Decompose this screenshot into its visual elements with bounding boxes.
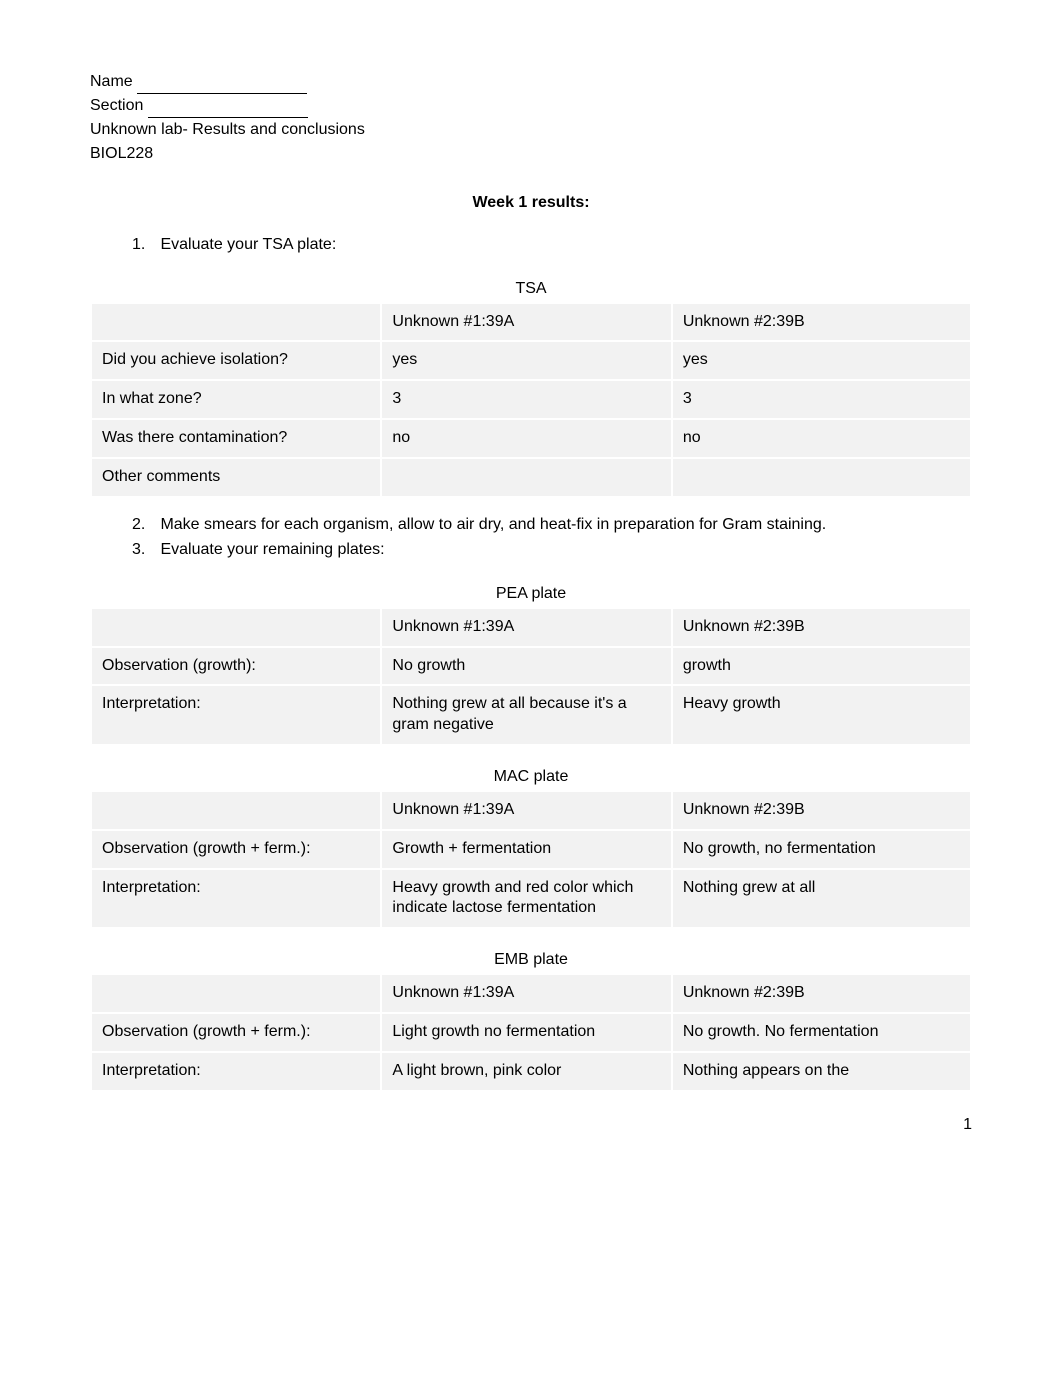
pea-r0-b: growth xyxy=(673,648,970,685)
tsa-title: TSA xyxy=(90,280,972,298)
emb-col-b: Unknown #2:39B xyxy=(673,975,970,1012)
table-row: Unknown #1:39A Unknown #2:39B xyxy=(92,304,970,341)
item-3-text: Evaluate your remaining plates: xyxy=(160,541,384,558)
tsa-r0-label: Did you achieve isolation? xyxy=(92,342,380,379)
week-title: Week 1 results: xyxy=(90,194,972,212)
emb-r1-label: Interpretation: xyxy=(92,1053,380,1090)
emb-r1-b: Nothing appears on the xyxy=(673,1053,970,1090)
table-row: Interpretation: Heavy growth and red col… xyxy=(92,870,970,928)
mac-col-b: Unknown #2:39B xyxy=(673,792,970,829)
table-row: Unknown #1:39A Unknown #2:39B xyxy=(92,975,970,1012)
pea-col-b: Unknown #2:39B xyxy=(673,609,970,646)
emb-r0-label: Observation (growth + ferm.): xyxy=(92,1014,380,1051)
table-row: Unknown #1:39A Unknown #2:39B xyxy=(92,609,970,646)
item-1: 1. Evaluate your TSA plate: xyxy=(132,232,972,258)
tsa-r3-a xyxy=(382,459,670,496)
table-row: Observation (growth + ferm.): Light grow… xyxy=(92,1014,970,1051)
pea-r1-label: Interpretation: xyxy=(92,686,380,744)
mac-r1-a: Heavy growth and red color which indicat… xyxy=(382,870,670,928)
mac-r0-b: No growth, no fermentation xyxy=(673,831,970,868)
item-2: 2. Make smears for each organism, allow … xyxy=(132,512,972,538)
table-row: Other comments xyxy=(92,459,970,496)
course-code: BIOL228 xyxy=(90,142,972,166)
tsa-r0-a: yes xyxy=(382,342,670,379)
table-row: Unknown #1:39A Unknown #2:39B xyxy=(92,792,970,829)
tsa-col-b: Unknown #2:39B xyxy=(673,304,970,341)
table-row: Interpretation: Nothing grew at all beca… xyxy=(92,686,970,744)
item-3-num: 3. xyxy=(132,537,156,563)
pea-table: Unknown #1:39A Unknown #2:39B Observatio… xyxy=(90,607,972,746)
item-1-text: Evaluate your TSA plate: xyxy=(160,236,336,253)
item-2-text: Make smears for each organism, allow to … xyxy=(160,516,826,533)
mac-title: MAC plate xyxy=(90,768,972,786)
page-container: Name Section Unknown lab- Results and co… xyxy=(0,0,1062,1174)
table-row: Was there contamination? no no xyxy=(92,420,970,457)
table-row: Observation (growth): No growth growth xyxy=(92,648,970,685)
mac-r0-label: Observation (growth + ferm.): xyxy=(92,831,380,868)
tsa-r3-label: Other comments xyxy=(92,459,380,496)
name-label: Name xyxy=(90,73,133,90)
name-line: Name xyxy=(90,70,972,94)
pea-r0-label: Observation (growth): xyxy=(92,648,380,685)
tsa-r1-label: In what zone? xyxy=(92,381,380,418)
tsa-r1-b: 3 xyxy=(673,381,970,418)
item-1-num: 1. xyxy=(132,232,156,258)
lab-title: Unknown lab- Results and conclusions xyxy=(90,118,972,142)
tsa-r2-label: Was there contamination? xyxy=(92,420,380,457)
mac-col-a: Unknown #1:39A xyxy=(382,792,670,829)
mac-r1-b: Nothing grew at all xyxy=(673,870,970,928)
pea-r1-a: Nothing grew at all because it's a gram … xyxy=(382,686,670,744)
pea-title: PEA plate xyxy=(90,585,972,603)
mac-r1-label: Interpretation: xyxy=(92,870,380,928)
tsa-r1-a: 3 xyxy=(382,381,670,418)
mac-r0-a: Growth + fermentation xyxy=(382,831,670,868)
pea-r0-a: No growth xyxy=(382,648,670,685)
tsa-r3-b xyxy=(673,459,970,496)
emb-col-a: Unknown #1:39A xyxy=(382,975,670,1012)
tsa-col-a: Unknown #1:39A xyxy=(382,304,670,341)
tsa-r2-a: no xyxy=(382,420,670,457)
emb-title: EMB plate xyxy=(90,951,972,969)
section-line: Section xyxy=(90,94,972,118)
tsa-r2-b: no xyxy=(673,420,970,457)
table-row: Did you achieve isolation? yes yes xyxy=(92,342,970,379)
tsa-r0-b: yes xyxy=(673,342,970,379)
mac-table: Unknown #1:39A Unknown #2:39B Observatio… xyxy=(90,790,972,929)
pea-col-a: Unknown #1:39A xyxy=(382,609,670,646)
pea-r1-b: Heavy growth xyxy=(673,686,970,744)
item-3: 3. Evaluate your remaining plates: xyxy=(132,537,972,563)
table-row: In what zone? 3 3 xyxy=(92,381,970,418)
tsa-header-blank xyxy=(92,304,380,341)
mac-header-blank xyxy=(92,792,380,829)
item-2-num: 2. xyxy=(132,512,156,538)
table-row: Observation (growth + ferm.): Growth + f… xyxy=(92,831,970,868)
emb-r0-b: No growth. No fermentation xyxy=(673,1014,970,1051)
section-label: Section xyxy=(90,97,143,114)
emb-r1-a: A light brown, pink color xyxy=(382,1053,670,1090)
emb-header-blank xyxy=(92,975,380,1012)
pea-header-blank xyxy=(92,609,380,646)
table-row: Interpretation: A light brown, pink colo… xyxy=(92,1053,970,1090)
emb-table: Unknown #1:39A Unknown #2:39B Observatio… xyxy=(90,973,972,1091)
tsa-table: Unknown #1:39A Unknown #2:39B Did you ac… xyxy=(90,302,972,498)
emb-r0-a: Light growth no fermentation xyxy=(382,1014,670,1051)
page-number: 1 xyxy=(90,1116,972,1134)
